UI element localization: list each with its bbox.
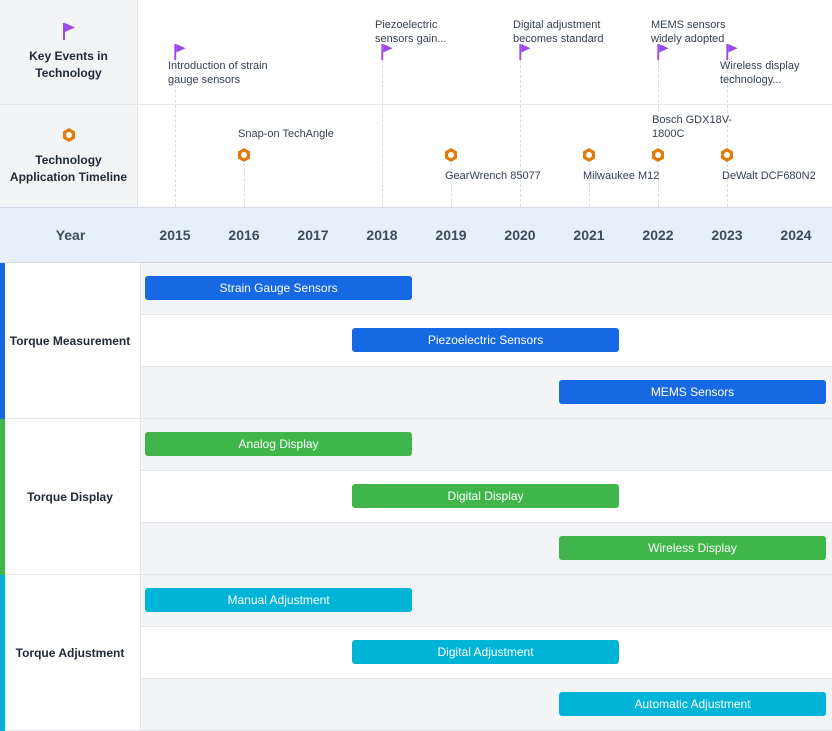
key-event-text: Piezoelectricsensors gain... bbox=[375, 18, 447, 46]
year-label: 2024 bbox=[766, 227, 826, 243]
event-flag-icon[interactable] bbox=[518, 44, 532, 60]
app-hex-nut-icon[interactable] bbox=[719, 147, 735, 163]
applications-header: Technology Application Timeline bbox=[0, 105, 138, 207]
gantt-bar[interactable]: Analog Display bbox=[145, 432, 412, 456]
gantt-bar[interactable]: Automatic Adjustment bbox=[559, 692, 826, 716]
year-label: 2017 bbox=[283, 227, 343, 243]
application-text: Milwaukee M12 bbox=[583, 169, 659, 183]
group-label: Torque Adjustment bbox=[0, 575, 141, 731]
year-label: 2018 bbox=[352, 227, 412, 243]
group-accent bbox=[0, 419, 5, 575]
applications-label: Technology Application Timeline bbox=[4, 152, 134, 186]
application-text: Bosch GDX18V-1800C bbox=[652, 113, 732, 141]
event-flag-icon[interactable] bbox=[380, 44, 394, 60]
application-text: GearWrench 85077 bbox=[445, 169, 541, 183]
key-event-text: Digital adjustmentbecomes standard bbox=[513, 18, 604, 46]
year-label: 2023 bbox=[697, 227, 757, 243]
year-label: 2016 bbox=[214, 227, 274, 243]
gantt-bar[interactable]: Piezoelectric Sensors bbox=[352, 328, 619, 352]
application-text: Snap-on TechAngle bbox=[238, 127, 334, 141]
app-hex-nut-icon[interactable] bbox=[236, 147, 252, 163]
event-flag-icon[interactable] bbox=[173, 44, 187, 60]
year-label: 2020 bbox=[490, 227, 550, 243]
application-text: DeWalt DCF680N2 bbox=[722, 169, 816, 183]
key-event-text: MEMS sensorswidely adopted bbox=[651, 18, 726, 46]
key-event-text: Introduction of straingauge sensors bbox=[168, 59, 268, 87]
year-label: 2015 bbox=[145, 227, 205, 243]
group-label: Torque Measurement bbox=[0, 263, 141, 419]
flag-icon bbox=[62, 22, 76, 40]
key-event-text: Wireless displaytechnology... bbox=[720, 59, 799, 87]
gantt-bar[interactable]: Strain Gauge Sensors bbox=[145, 276, 412, 300]
gantt-bar[interactable]: Manual Adjustment bbox=[145, 588, 412, 612]
hex-nut-icon bbox=[61, 127, 77, 143]
event-flag-icon[interactable] bbox=[656, 44, 670, 60]
year-label: 2019 bbox=[421, 227, 481, 243]
key-events-header: Key Events in Technology bbox=[0, 0, 138, 104]
gantt-bar[interactable]: MEMS Sensors bbox=[559, 380, 826, 404]
event-flag-icon[interactable] bbox=[725, 44, 739, 60]
year-label: 2022 bbox=[628, 227, 688, 243]
app-hex-nut-icon[interactable] bbox=[443, 147, 459, 163]
group-label: Torque Display bbox=[0, 419, 141, 575]
year-label: 2021 bbox=[559, 227, 619, 243]
year-axis-label: Year bbox=[0, 227, 141, 243]
group-accent bbox=[0, 575, 5, 731]
group-accent bbox=[0, 263, 5, 419]
gantt-bar[interactable]: Digital Adjustment bbox=[352, 640, 619, 664]
app-hex-nut-icon[interactable] bbox=[650, 147, 666, 163]
gantt-bar[interactable]: Wireless Display bbox=[559, 536, 826, 560]
key-events-label: Key Events in Technology bbox=[23, 48, 115, 82]
gantt-bar[interactable]: Digital Display bbox=[352, 484, 619, 508]
app-hex-nut-icon[interactable] bbox=[581, 147, 597, 163]
